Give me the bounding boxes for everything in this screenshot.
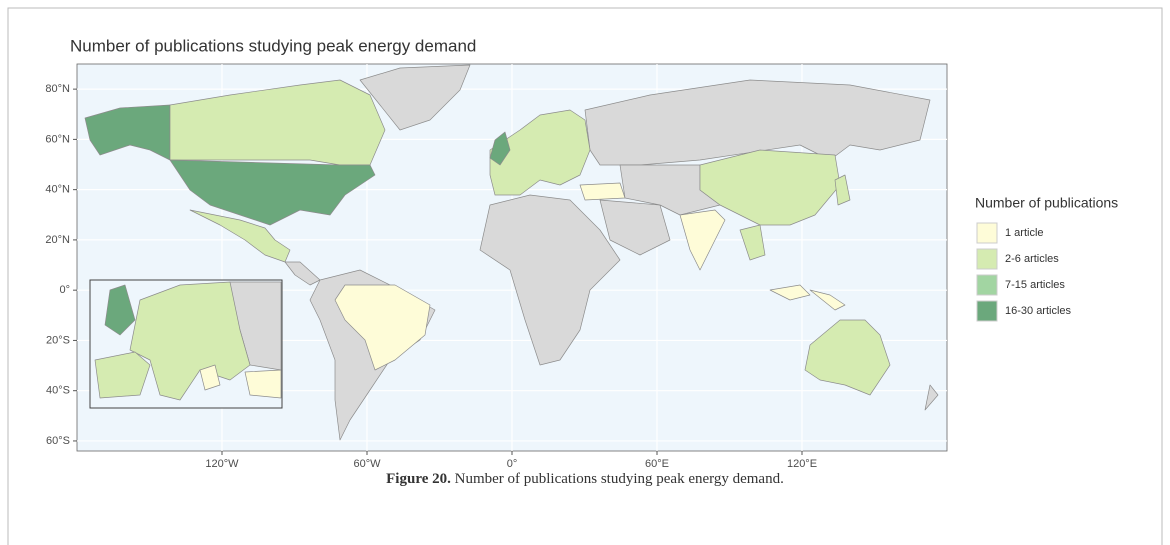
brazil	[334, 284, 431, 371]
y-tick-label: 60°S	[46, 435, 70, 447]
legend-label: 16-30 articles	[1005, 305, 1072, 317]
alaska	[84, 104, 171, 161]
y-tick-label: 40°N	[45, 184, 70, 196]
inset-turkey	[244, 369, 282, 399]
new-zealand	[924, 384, 939, 411]
japan	[834, 174, 851, 206]
legend: Number of publications 1 article 2-6 arti…	[975, 195, 1118, 322]
caption-text: Number of publications studying peak ene…	[455, 471, 784, 487]
russia-asia	[584, 79, 931, 166]
x-tick-label: 120°E	[787, 458, 817, 470]
uk	[489, 131, 511, 166]
inset-uk	[104, 284, 136, 336]
y-tick-label: 20°N	[45, 234, 70, 246]
europe-inset	[89, 279, 283, 409]
x-tick-label: 0°	[507, 458, 518, 470]
map-title: Number of publications studying peak ene…	[70, 36, 476, 55]
y-tick-label: 40°S	[46, 385, 70, 397]
europe	[489, 109, 591, 196]
legend-label: 2-6 articles	[1005, 253, 1059, 265]
y-tick-label: 60°N	[45, 133, 70, 145]
australia	[804, 319, 891, 396]
y-tick-label: 20°S	[46, 334, 70, 346]
land	[84, 64, 939, 441]
legend-swatch	[976, 222, 998, 244]
india	[679, 209, 726, 271]
central-america	[284, 261, 321, 286]
legend-label: 7-15 articles	[1005, 279, 1065, 291]
y-tick-label: 0°	[59, 284, 70, 296]
legend-swatch	[976, 300, 998, 322]
china	[699, 149, 841, 226]
caption-label: Figure 20.	[386, 471, 451, 487]
x-tick-label: 60°W	[353, 458, 381, 470]
caption: Figure 20. Number of publications studyi…	[386, 471, 784, 487]
inset-iberia	[94, 351, 151, 399]
africa	[479, 194, 621, 366]
middle-east	[599, 199, 671, 256]
legend-title: Number of publications	[975, 195, 1118, 211]
southeast-asia	[739, 224, 766, 261]
turkey	[579, 182, 626, 201]
legend-swatch	[976, 274, 998, 296]
mexico	[189, 209, 291, 263]
x-tick-label: 60°E	[645, 458, 669, 470]
usa	[169, 159, 376, 226]
figure-frame	[7, 7, 1163, 545]
papua	[809, 289, 846, 311]
legend-swatch	[976, 248, 998, 270]
canada	[169, 79, 386, 166]
y-tick-label: 80°N	[45, 83, 70, 95]
indonesia	[769, 284, 811, 301]
greenland	[359, 64, 471, 131]
legend-label: 1 article	[1005, 227, 1044, 239]
x-tick-label: 120°W	[205, 458, 239, 470]
inset-balkans	[199, 364, 221, 391]
